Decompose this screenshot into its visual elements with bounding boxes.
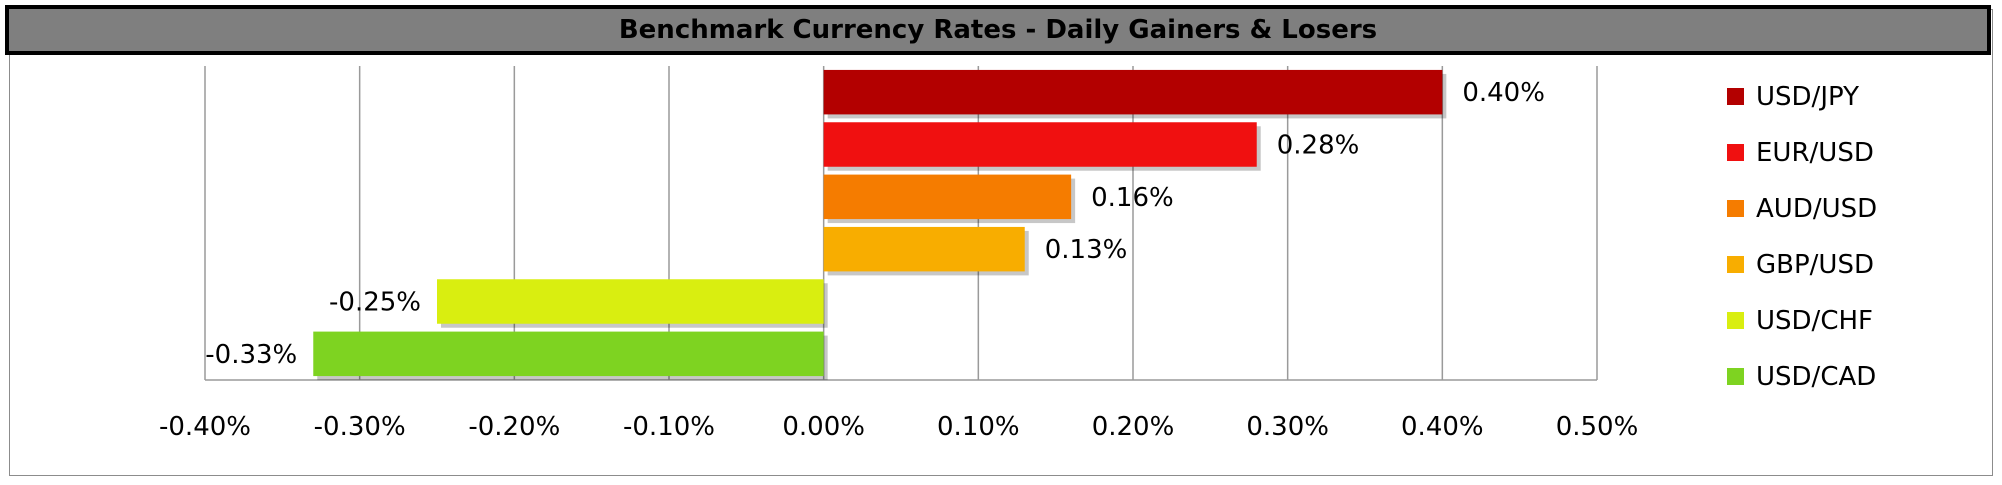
legend-label: GBP/USD bbox=[1756, 250, 1874, 280]
bar-eur-usd bbox=[823, 122, 1257, 167]
legend-label: USD/CHF bbox=[1756, 306, 1873, 336]
legend-label: AUD/USD bbox=[1756, 194, 1877, 224]
x-tick-label: 0.40% bbox=[1401, 412, 1484, 442]
legend-label: USD/CAD bbox=[1756, 362, 1876, 392]
data-labels: 0.40% 0.28% 0.16% 0.13% -0.25% -0.33% bbox=[205, 78, 1545, 370]
legend: USD/JPY EUR/USD AUD/USD GBP/USD USD/CHF USD/C… bbox=[1727, 82, 1877, 392]
chart-title-bar: Benchmark Currency Rates - Daily Gainers… bbox=[5, 5, 1991, 55]
legend-label: EUR/USD bbox=[1756, 138, 1874, 168]
bar-usd-chf bbox=[437, 279, 824, 324]
x-tick-label: 0.10% bbox=[937, 412, 1020, 442]
bar-usd-cad bbox=[313, 331, 824, 377]
legend-swatch bbox=[1727, 256, 1744, 273]
bar-aud-usd bbox=[823, 174, 1072, 220]
x-tick-label: -0.40% bbox=[159, 412, 251, 442]
bar-gbp-usd bbox=[823, 226, 1025, 272]
data-label: -0.25% bbox=[329, 288, 421, 318]
data-label: 0.40% bbox=[1462, 78, 1545, 108]
bars bbox=[313, 69, 1447, 381]
legend-swatch bbox=[1727, 200, 1744, 217]
x-axis-ticks: -0.40% -0.30% -0.20% -0.10% 0.00% 0.10% 0.20% 0… bbox=[159, 412, 1638, 442]
data-label: 0.13% bbox=[1045, 235, 1128, 265]
bar-usd-jpy bbox=[823, 69, 1443, 115]
legend-swatch bbox=[1727, 368, 1744, 385]
x-tick-label: -0.20% bbox=[468, 412, 560, 442]
data-label: 0.28% bbox=[1277, 131, 1360, 161]
legend-label: USD/JPY bbox=[1756, 82, 1859, 112]
grid-lines bbox=[204, 66, 1598, 381]
data-label: -0.33% bbox=[205, 340, 297, 370]
x-tick-label: 0.50% bbox=[1556, 412, 1639, 442]
x-tick-label: -0.30% bbox=[314, 412, 406, 442]
legend-swatch bbox=[1727, 88, 1744, 105]
x-tick-label: -0.10% bbox=[623, 412, 715, 442]
x-tick-label: 0.30% bbox=[1246, 412, 1329, 442]
chart-title: Benchmark Currency Rates - Daily Gainers… bbox=[618, 15, 1378, 45]
data-label: 0.16% bbox=[1091, 183, 1174, 213]
x-tick-label: 0.00% bbox=[782, 412, 865, 442]
legend-swatch bbox=[1727, 312, 1744, 329]
x-tick-label: 0.20% bbox=[1092, 412, 1175, 442]
legend-swatch bbox=[1727, 144, 1744, 161]
